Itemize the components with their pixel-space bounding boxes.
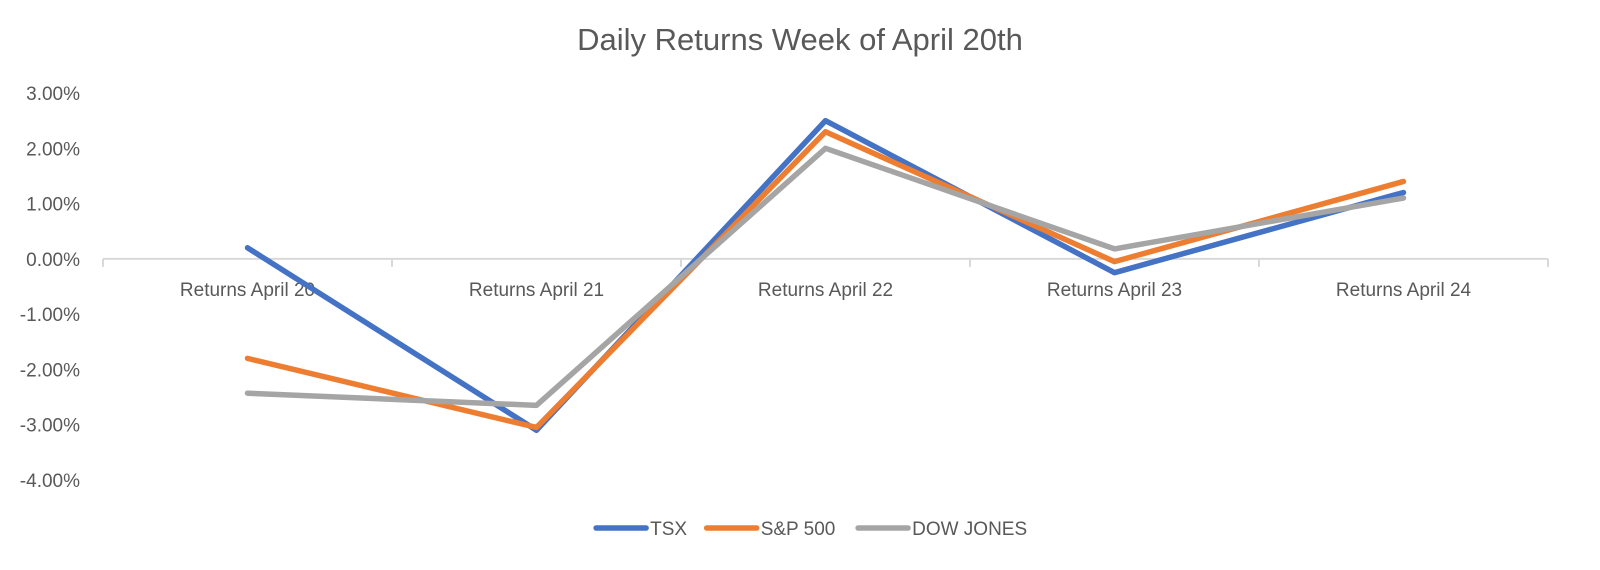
y-tick-label: -2.00% [20,360,80,381]
legend: TSX S&P 500 DOW JONES [593,519,1027,540]
x-category-label: Returns April 24 [1336,280,1472,301]
y-tick-label: -3.00% [20,416,80,437]
y-tick-label: 3.00% [26,84,80,105]
y-tick-label: -1.00% [20,305,80,326]
series-line-s-p-500 [244,128,1407,431]
x-category-label: Returns April 21 [469,280,604,301]
legend-label: S&P 500 [761,519,836,540]
series-line-tsx [244,117,1407,433]
x-category-label: Returns April 22 [758,280,893,301]
y-tick-label: 2.00% [26,139,80,160]
series-layer [244,117,1407,433]
y-axis-ticks: 3.00% 2.00% 1.00% 0.00% -1.00% -2.00% -3.00% -4… [20,84,80,492]
x-category-label: Returns April 23 [1047,280,1182,301]
y-tick-label: 1.00% [26,195,80,216]
legend-label: DOW JONES [912,519,1027,540]
chart-title: Daily Returns Week of April 20th [577,22,1023,57]
x-axis: Returns April 20 Returns April 21 Returns … [102,257,1549,301]
series-line-dow-jones [244,145,1407,409]
y-tick-label: -4.00% [20,471,80,492]
x-category-label: Returns April 20 [180,280,315,301]
y-tick-label: 0.00% [26,250,80,271]
legend-label: TSX [650,519,687,540]
